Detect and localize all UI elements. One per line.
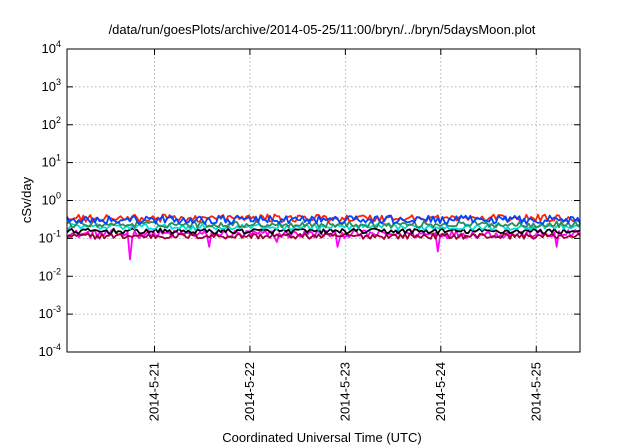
x-tick-label: 2014-5-24 [433, 362, 448, 421]
y-tick-label: 10-4 [39, 342, 61, 359]
x-axis-label: Coordinated Universal Time (UTC) [222, 430, 421, 445]
y-tick-label: 10-3 [39, 304, 61, 321]
x-tick-label: 2014-5-21 [146, 362, 161, 421]
grid [67, 49, 580, 352]
y-tick-label: 10-1 [39, 228, 61, 245]
series-line [66, 227, 581, 235]
y-tick-label: 10-2 [39, 266, 61, 283]
y-tick-label: 103 [42, 77, 61, 94]
x-tick-label: 2014-5-23 [337, 362, 352, 421]
x-axis: 2014-5-21 2014-5-22 2014-5-23 2014-5-24 2014… [146, 49, 543, 421]
x-tick-label: 2014-5-25 [528, 362, 543, 421]
y-tick-label: 100 [42, 191, 61, 208]
y-tick-label: 102 [42, 115, 61, 132]
series-line [66, 214, 581, 225]
x-tick-label: 2014-5-22 [242, 362, 257, 421]
chart-title: /data/run/goesPlots/archive/2014-05-25/1… [109, 22, 536, 37]
series-group [66, 213, 581, 261]
y-tick-label: 101 [42, 153, 61, 170]
series-line [66, 232, 581, 240]
y-tick-label: 104 [42, 39, 61, 56]
series-line [66, 213, 581, 223]
y-axis-label: cSv/day [19, 176, 34, 223]
series-line [66, 220, 581, 229]
